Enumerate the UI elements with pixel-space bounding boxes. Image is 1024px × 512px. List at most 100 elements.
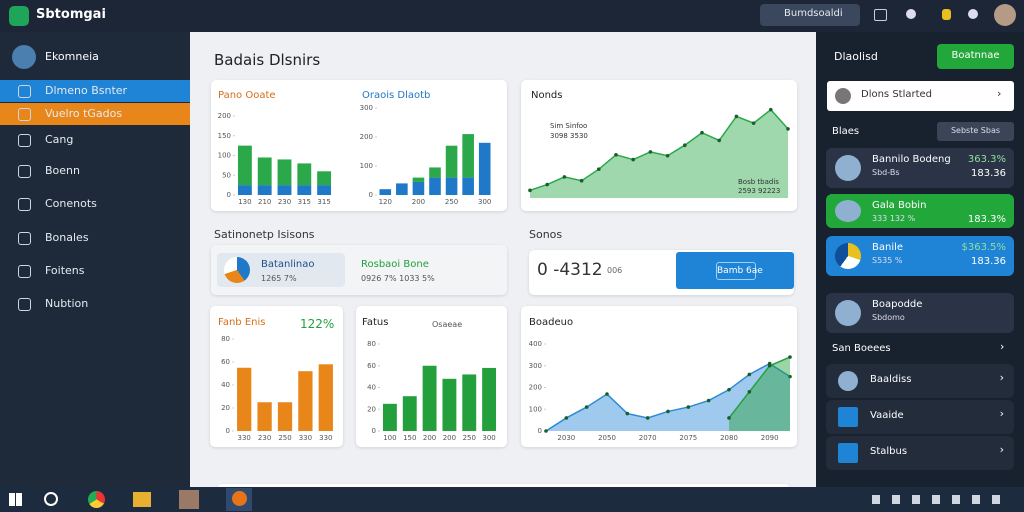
card[interactable]: Banile S535 % $363.5% 183.36 xyxy=(826,236,1014,276)
search-text: Bumdsoaldi xyxy=(784,8,843,19)
point xyxy=(747,390,752,394)
bar xyxy=(277,159,292,186)
chart-title: Oraois Dlaotb xyxy=(362,90,431,101)
chevron: › xyxy=(1000,340,1005,353)
annotation: 2593 92223 xyxy=(738,187,781,195)
logo xyxy=(9,6,29,26)
menu-item[interactable]: Nubtion xyxy=(0,293,190,315)
menu-item[interactable]: Boenn xyxy=(0,160,190,182)
bar xyxy=(462,374,477,431)
point xyxy=(665,153,670,158)
list-item[interactable]: Baaldiss › xyxy=(826,364,1014,398)
menu-item[interactable]: Bonales xyxy=(0,227,190,249)
start-button[interactable] xyxy=(9,493,22,506)
bar xyxy=(277,185,292,195)
icon[interactable] xyxy=(968,9,978,19)
stat-title: Batanlinao xyxy=(261,259,315,270)
menu-label: Cang xyxy=(45,133,74,146)
y-tick-label: 20 xyxy=(367,405,376,413)
menu-item[interactable]: Conenots xyxy=(0,193,190,215)
card-sub: Sbd-Bs xyxy=(872,168,900,177)
area xyxy=(546,363,790,431)
menu-icon xyxy=(18,298,31,311)
selector[interactable]: Dlons Stlarted › xyxy=(827,81,1014,111)
card[interactable]: Gala Bobin 333 132 % 183.3% xyxy=(826,194,1014,228)
y-tick-label: 20 xyxy=(221,404,230,412)
app-icon[interactable] xyxy=(179,490,199,509)
icon[interactable] xyxy=(942,9,951,20)
point xyxy=(564,416,569,420)
chart-title: Fanb Enis xyxy=(218,317,266,328)
chart-title: Nonds xyxy=(531,90,563,101)
dropdown[interactable]: Sebste Sbas xyxy=(937,122,1014,141)
button[interactable]: Bamb 6ae xyxy=(676,252,794,289)
bar xyxy=(442,378,457,431)
point xyxy=(751,121,756,125)
point xyxy=(562,175,567,179)
y-tick-label: 80 xyxy=(367,340,376,348)
point xyxy=(700,130,704,135)
app-icon xyxy=(232,491,247,506)
card[interactable]: Boapodde Sbdomo xyxy=(826,293,1014,333)
x-tick-label: 230 xyxy=(258,434,271,442)
line xyxy=(529,108,789,192)
icon[interactable] xyxy=(906,9,916,19)
icon xyxy=(835,300,861,326)
y-tick-label: 100 xyxy=(529,405,542,413)
chart: 0 50 100 150 200 130 210 230 315 315 xyxy=(218,112,332,206)
bar xyxy=(445,177,458,195)
list-item[interactable]: Vaaide › xyxy=(826,400,1014,434)
app-name: Sbtomgai xyxy=(36,7,106,22)
menu-icon xyxy=(18,108,31,121)
menu-item[interactable]: Vuelro tGados xyxy=(0,103,190,125)
app-icon[interactable] xyxy=(88,491,105,508)
icon xyxy=(835,200,861,222)
point xyxy=(544,429,548,433)
card[interactable]: Bannilo Bodeng Sbd-Bs 363.3% 183.36 xyxy=(826,148,1014,188)
y-tick-label: 0 xyxy=(372,427,376,435)
point xyxy=(717,138,721,143)
menu-item[interactable]: Dlmeno Bsnter xyxy=(0,80,190,102)
menu-label: Conenots xyxy=(45,197,97,210)
menu-item[interactable]: Foitens xyxy=(0,260,190,282)
icon[interactable] xyxy=(874,9,887,21)
icon xyxy=(838,443,858,463)
x-tick-label: 250 xyxy=(463,434,476,442)
bar xyxy=(237,145,252,186)
card xyxy=(521,306,797,447)
point xyxy=(666,409,670,414)
stat-sub: 0926 7% 1033 5% xyxy=(361,274,435,283)
search-box[interactable]: Bumdsoaldi xyxy=(760,4,860,26)
chevron: › xyxy=(999,443,1004,456)
list-item[interactable]: Stalbus › xyxy=(826,436,1014,470)
user-name: Ekomneia xyxy=(45,50,99,63)
x-tick-label: 200 xyxy=(443,434,456,442)
app-icon[interactable] xyxy=(133,492,151,507)
y-tick-label: 60 xyxy=(221,358,230,366)
x-tick-label: 210 xyxy=(258,198,271,206)
y-tick-label: 100 xyxy=(360,162,373,170)
avatar[interactable] xyxy=(994,4,1016,26)
menu-item[interactable]: Cang xyxy=(0,129,190,151)
x-tick-label: 2075 xyxy=(679,434,697,442)
x-tick-label: 2080 xyxy=(720,434,738,442)
y-tick-label: 40 xyxy=(367,384,376,392)
y-tick-label: 200 xyxy=(360,133,373,141)
x-tick-label: 230 xyxy=(278,198,291,206)
taskbar xyxy=(0,487,1024,512)
menu-label: Vuelro tGados xyxy=(45,107,123,120)
point xyxy=(631,157,635,162)
chart: 0 20 40 60 80 100 150 200 200 250 300 xyxy=(367,340,497,442)
top-bar: Sbtomgai Bumdsoaldi xyxy=(0,0,1024,32)
point xyxy=(727,387,731,392)
bar xyxy=(277,402,293,431)
button[interactable]: Boatnnae xyxy=(937,44,1014,69)
point xyxy=(579,178,584,183)
bar xyxy=(257,157,272,186)
area xyxy=(729,357,790,431)
card xyxy=(521,80,797,211)
card-sub: 333 132 % xyxy=(872,214,916,223)
search-icon[interactable] xyxy=(44,492,58,506)
card-value: 183.36 xyxy=(971,168,1006,179)
bar xyxy=(478,142,491,195)
